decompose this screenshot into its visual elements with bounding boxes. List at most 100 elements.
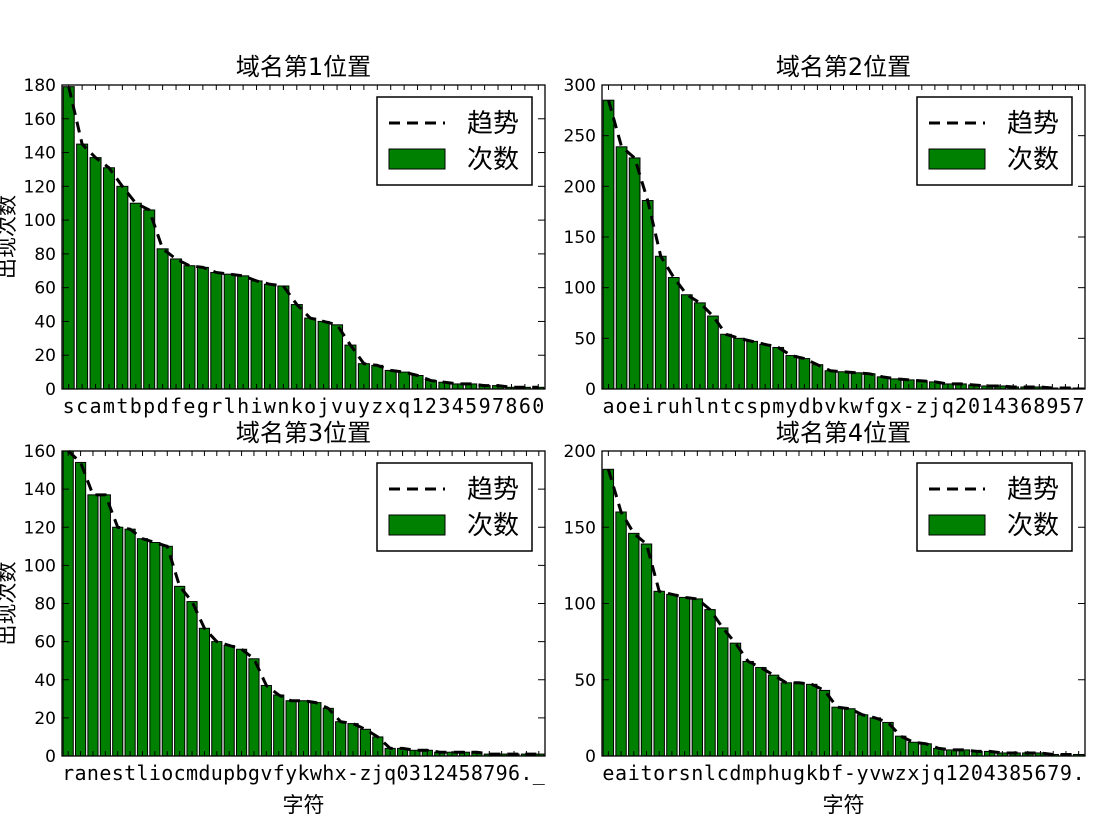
y-tick-label: 150 [564, 518, 596, 538]
y-tick-label: 100 [564, 279, 596, 299]
x-tick-label-e: e [629, 394, 641, 418]
x-tick-label-o: o [616, 394, 628, 418]
bar-f [831, 706, 843, 757]
x-tick-label-q: q [942, 394, 954, 418]
x-tick-label-i: i [149, 761, 161, 785]
x-tick-label-l: l [224, 394, 236, 418]
y-tick-label: 160 [24, 442, 56, 462]
bar-f [170, 258, 183, 390]
bar-k [290, 304, 303, 390]
x-tick-label-p: p [759, 394, 771, 418]
y-tick-label: 80 [34, 245, 56, 265]
bar-w [310, 702, 322, 757]
bar-o [615, 146, 628, 390]
bar-h [322, 707, 334, 757]
x-tick-label-h: h [322, 761, 334, 785]
x-tick-label-8: 8 [471, 761, 483, 785]
x-tick-label-u: u [780, 761, 792, 785]
x-tick-label-z: z [895, 761, 907, 785]
x-tick-label-i: i [628, 761, 640, 785]
plot-frame [61, 84, 546, 390]
x-tick-label-h: h [681, 394, 693, 418]
x-tick-label-d: d [198, 761, 210, 785]
x-tick-label-d: d [729, 761, 741, 785]
x-tick-label-3: 3 [1007, 394, 1019, 418]
bar-h [767, 674, 780, 757]
bar-r [666, 593, 678, 757]
x-tick-label-l: l [136, 761, 148, 785]
bar-l [136, 538, 149, 757]
x-tick-label-9: 9 [479, 394, 491, 418]
bar-u [344, 344, 357, 390]
x-tick-label-n: n [87, 761, 99, 785]
y-tick-label: 120 [24, 518, 56, 538]
y-tick-label: 250 [564, 127, 596, 147]
bar-t [116, 185, 129, 390]
x-tick-label-i: i [251, 394, 263, 418]
x-tick-label-q: q [384, 761, 396, 785]
bar-l [694, 302, 706, 390]
x-axis-label: 字符 [823, 793, 865, 817]
bar-k [297, 700, 310, 757]
x-tick-label-g: g [197, 394, 209, 418]
bar-r [654, 255, 667, 390]
x-tick-label-8: 8 [505, 394, 517, 418]
bar-u [780, 682, 793, 757]
x-tick-label-6: 6 [519, 394, 531, 418]
x-tick-label-b: b [236, 761, 248, 785]
bar-b [129, 202, 142, 390]
x-tick-label-k: k [837, 394, 849, 418]
bar-o [653, 590, 665, 757]
x-tick-label-2: 2 [425, 394, 437, 418]
x-tick-label-b: b [130, 394, 142, 418]
x-tick-label-5: 5 [458, 761, 470, 785]
x-tick-label-r: r [655, 394, 667, 418]
x-tick-label-s: s [746, 394, 758, 418]
x-tick-label-c: c [76, 394, 88, 418]
x-tick-label-1: 1 [421, 761, 433, 785]
bar-n [707, 315, 719, 390]
x-tick-label-i: i [642, 394, 654, 418]
bar-d [156, 248, 169, 390]
bar-i [641, 200, 654, 390]
x-tick-label-x: x [890, 394, 902, 418]
legend-box [376, 96, 533, 186]
x-tick-label-0: 0 [532, 394, 544, 418]
x-tick-label-w: w [882, 761, 895, 785]
bar-k [806, 683, 818, 757]
bar-a [602, 99, 615, 390]
x-tick-label-j: j [372, 761, 384, 785]
bar-t [720, 333, 732, 390]
chart-title: 域名第2位置 [776, 53, 911, 81]
bar-m [742, 660, 754, 757]
bar-e [602, 468, 615, 757]
x-tick-label-7: 7 [483, 761, 495, 785]
x-tick-label-_: _ [533, 761, 546, 785]
x-tick-label-v: v [331, 394, 343, 418]
bar-n [87, 494, 99, 757]
x-tick-label-c: c [717, 761, 729, 785]
y-tick-label: 60 [34, 633, 56, 653]
x-tick-label-q: q [398, 394, 410, 418]
y-axis-label: 出现次数 [0, 195, 19, 279]
y-tick-label: 0 [45, 380, 56, 400]
x-tick-label-.: . [1073, 761, 1085, 785]
x-tick-label-9: 9 [1046, 394, 1058, 418]
trend-line [606, 468, 1079, 756]
x-tick-label-n: n [707, 394, 719, 418]
x-tick-label-3: 3 [409, 761, 421, 785]
bar-o [304, 317, 317, 390]
x-tick-label-d: d [157, 394, 169, 418]
x-tick-label-6: 6 [1020, 394, 1032, 418]
x-tick-label-m: m [772, 394, 784, 418]
x-tick-label-k: k [291, 394, 303, 418]
x-tick-label-4: 4 [984, 761, 996, 785]
legend-count-label: 次数 [1007, 511, 1059, 541]
x-tick-label-r: r [62, 761, 74, 785]
y-tick-label: 60 [34, 279, 56, 299]
bar-p [755, 667, 767, 757]
x-tick-label-2: 2 [955, 394, 967, 418]
x-tick-label-b: b [818, 761, 830, 785]
